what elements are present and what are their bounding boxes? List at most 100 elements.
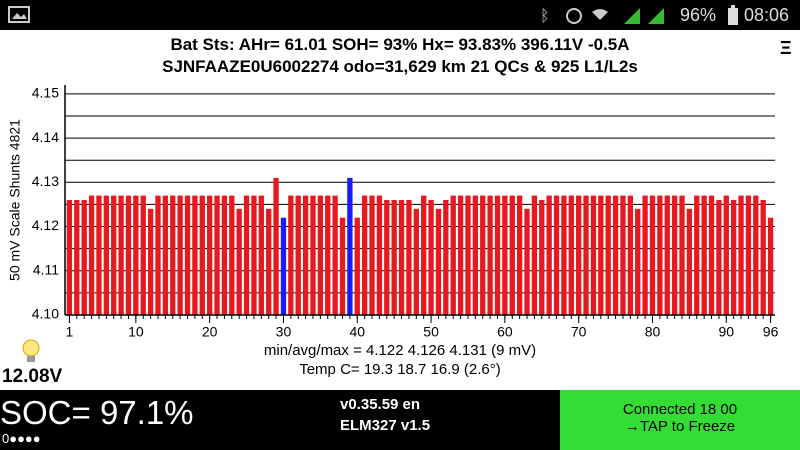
bar: [155, 195, 161, 315]
footer-left: SOC= 97.1% 0●●●● v0.35.59 en ELM327 v1.5: [0, 390, 560, 450]
y-tick-label: 4.11: [33, 261, 59, 277]
bar: [81, 200, 87, 315]
status-icons: ᛒ: [540, 8, 664, 25]
bar: [74, 200, 80, 315]
version: v0.35.59 en: [340, 396, 421, 413]
bar: [421, 195, 427, 315]
cell-stats: min/avg/max = 4.122 4.126 4.131 (9 mV): [263, 342, 537, 359]
bar: [539, 200, 545, 315]
bar: [568, 195, 574, 315]
header-line: Bat Sts: AHr= 61.01 SOH= 93% Hx= 93.83% …: [170, 35, 630, 54]
x-tick-label: 60: [497, 324, 513, 340]
bar: [679, 195, 685, 315]
bar: [295, 195, 301, 315]
gallery-icon: [8, 6, 30, 23]
bar: [753, 195, 759, 315]
connected: Connected 18 00: [622, 401, 738, 418]
bar: [531, 195, 538, 315]
svg-text:ᛒ: ᛒ: [540, 8, 550, 25]
header-line: SJNFAAZE0U6002274 odo=31,629 km 21 QCs &…: [162, 57, 638, 76]
bar: [465, 195, 471, 315]
bar: [266, 208, 272, 315]
bar: [376, 195, 383, 315]
bar: [443, 200, 449, 315]
bar: [207, 195, 213, 315]
bar: [657, 195, 663, 315]
bar: [339, 217, 346, 315]
bar: [583, 195, 589, 315]
x-tick-label: 20: [202, 324, 218, 340]
bar: [133, 195, 139, 315]
bar: [642, 195, 648, 315]
bar: [354, 217, 360, 315]
temperature: Temp C= 19.3 18.7 16.9 (2.6°): [299, 361, 501, 378]
bar: [66, 200, 73, 315]
bar: [162, 195, 169, 315]
adapter: ELM327 v1.5: [340, 417, 431, 434]
bar: [731, 200, 737, 315]
bulb-icon: [22, 339, 40, 362]
bar: [620, 195, 626, 315]
bar: [310, 195, 316, 315]
bar: [391, 200, 397, 315]
bar: [716, 200, 722, 315]
bar: [140, 195, 146, 315]
bar: [251, 195, 257, 315]
bar: [509, 195, 515, 315]
bar: [561, 195, 567, 315]
bar: [576, 195, 582, 315]
bar: [273, 177, 279, 315]
bar: [221, 195, 228, 315]
bar: [243, 195, 250, 315]
bar: [184, 195, 191, 315]
bar: [738, 195, 744, 315]
bar: [664, 195, 670, 315]
bar: [332, 195, 338, 315]
y-tick-label: 4.13: [32, 173, 59, 189]
bar: [553, 195, 560, 315]
bar: [406, 200, 412, 315]
chart: 50 mV Scale Shunts 4821 4.10 4.11 4.12 4.13…: [7, 85, 779, 340]
tap-hint: →TAP to Freeze: [624, 418, 736, 435]
bar: [708, 195, 715, 315]
bar: [524, 208, 530, 315]
x-tick-label: 10: [128, 324, 144, 340]
battery-icon: [728, 5, 738, 25]
bar: [627, 195, 633, 315]
bar: [694, 195, 700, 315]
bar: [457, 195, 464, 315]
x-tick-label: 40: [349, 324, 365, 340]
x-tick-label: 30: [276, 324, 292, 340]
menu-button[interactable]: Ξ: [780, 38, 792, 58]
bar: [229, 195, 235, 315]
bar: [384, 200, 390, 315]
bar: [125, 195, 132, 315]
bar: [361, 195, 368, 315]
bar: [546, 195, 552, 315]
connect-button[interactable]: Connected 18 00 →TAP to Freeze: [560, 390, 800, 450]
bar: [605, 195, 611, 315]
clock: 08:06: [744, 5, 790, 25]
bar: [147, 208, 154, 315]
bar: [487, 195, 493, 315]
bar: [450, 195, 456, 315]
bar: [398, 200, 405, 315]
y-tick-label: 4.15: [32, 85, 59, 101]
bar: [612, 195, 619, 315]
bar: [480, 195, 486, 315]
bar: [317, 195, 324, 315]
bar: [369, 195, 375, 315]
bar: [598, 195, 604, 315]
bar: [516, 195, 523, 315]
dots: 0●●●●: [2, 431, 41, 446]
bar: [199, 195, 205, 315]
x-tick-label: 70: [571, 324, 587, 340]
bar: [472, 195, 479, 315]
bar: [192, 195, 198, 315]
y-tick-label: 4.14: [32, 129, 59, 145]
bar: [170, 195, 176, 315]
bar: [280, 217, 287, 315]
bar: [767, 217, 774, 315]
bar: [435, 208, 442, 315]
